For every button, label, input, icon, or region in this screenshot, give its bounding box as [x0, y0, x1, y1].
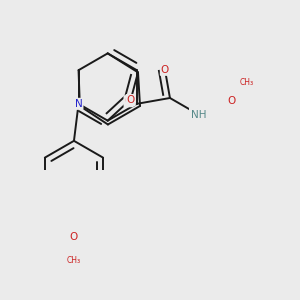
Text: NH: NH	[191, 110, 207, 120]
Text: O: O	[70, 232, 78, 242]
Text: CH₃: CH₃	[240, 78, 254, 87]
Text: O: O	[124, 96, 133, 106]
Text: O: O	[161, 65, 169, 75]
Text: O: O	[227, 96, 236, 106]
Text: O: O	[127, 95, 135, 105]
Text: CH₃: CH₃	[67, 256, 81, 265]
Text: N: N	[75, 99, 83, 109]
